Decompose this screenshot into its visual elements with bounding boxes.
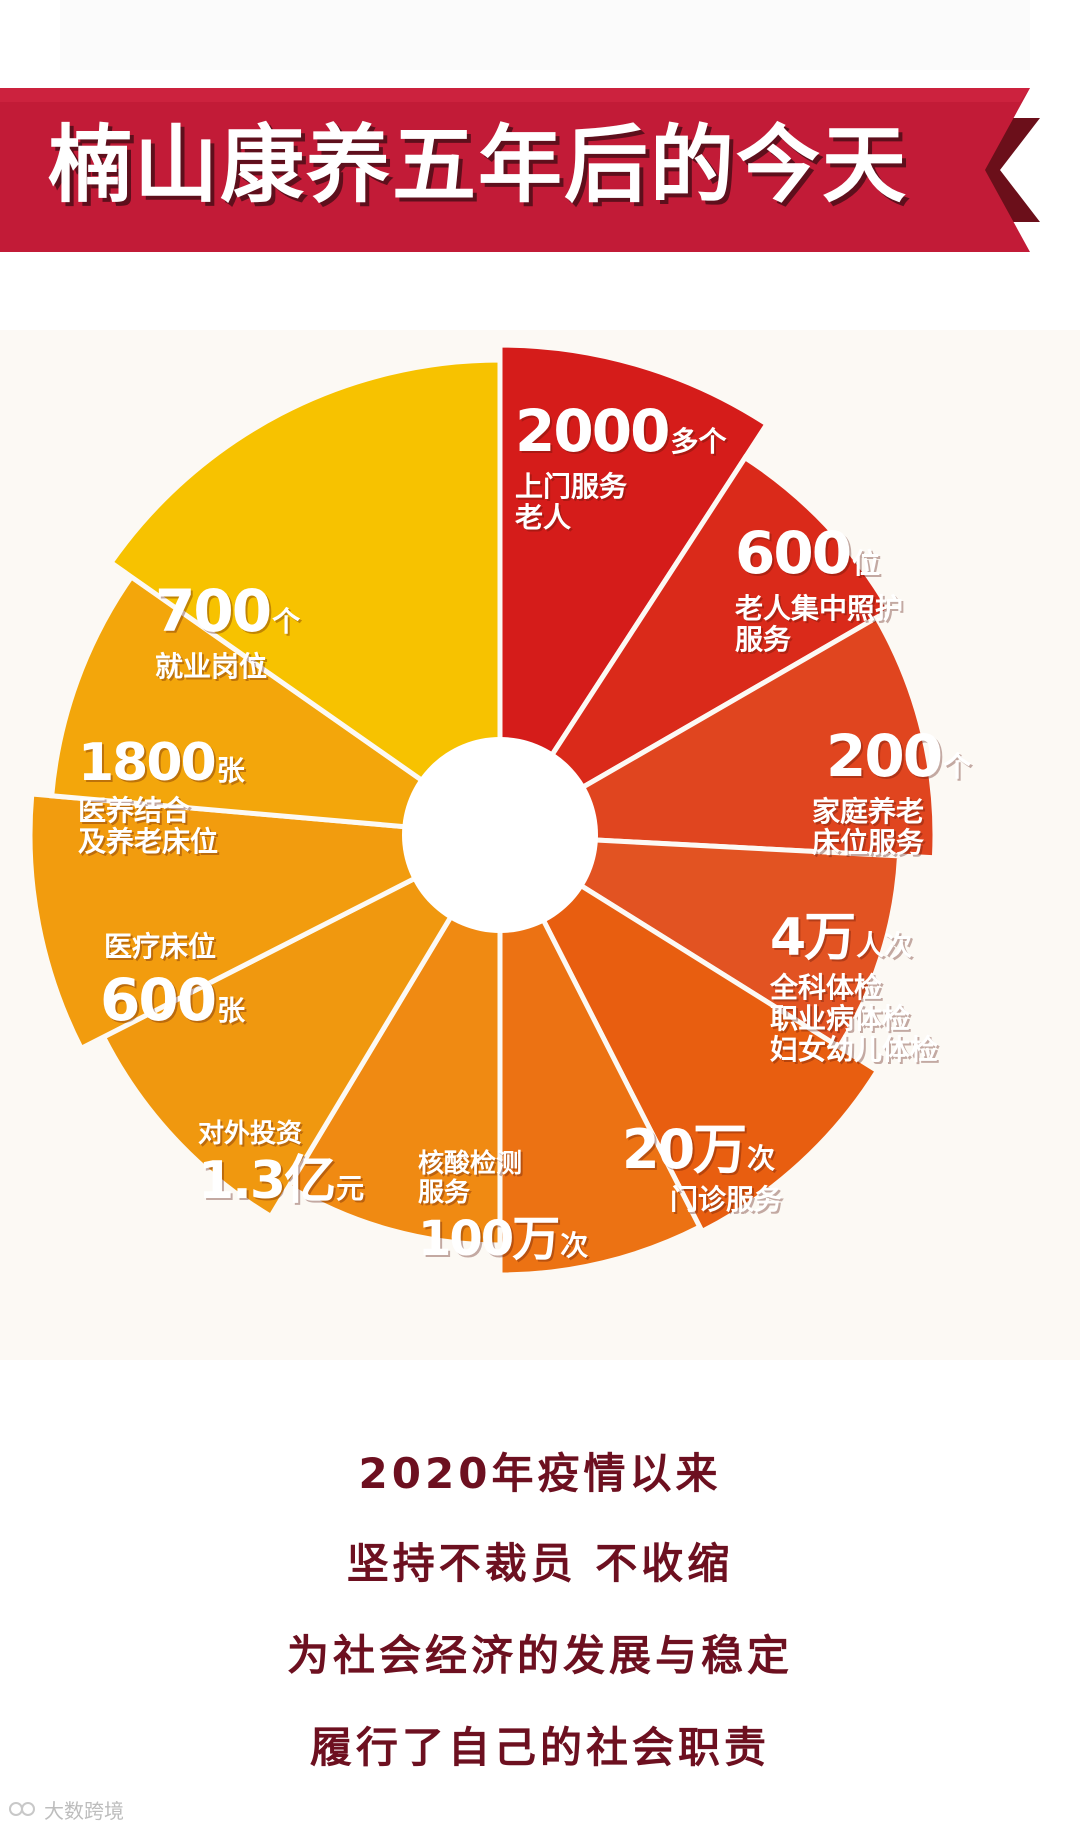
stat-label-line: 医养结合 <box>78 794 191 828</box>
stat-number: 600 <box>100 965 217 1034</box>
stat-label-line: 及养老床位 <box>78 824 219 858</box>
pie-slice-10 <box>107 357 503 840</box>
stat-unit: 张 <box>217 993 246 1027</box>
pie-slice-0 <box>497 342 771 844</box>
stat-label-line: 服务 <box>735 622 792 656</box>
stat-number: 100万 <box>418 1211 560 1268</box>
pie-slice-2 <box>491 614 938 861</box>
pie-center-hole <box>402 737 598 933</box>
watermark-text: 大数跨境 <box>44 1798 124 1823</box>
stat-home-care-beds: 200个 家庭养老 床位服务 <box>812 722 972 859</box>
stat-number: 20万 <box>622 1118 747 1181</box>
stat-number: 1800 <box>78 733 217 793</box>
stat-unit: 次 <box>560 1229 589 1263</box>
stat-number: 2000 <box>515 397 670 465</box>
watermark-logo-icon <box>9 1802 35 1816</box>
stat-label-line: 职业病体检 <box>770 1001 911 1035</box>
stat-label-line: 服务 <box>418 1177 471 1208</box>
stat-unit: 元 <box>336 1171 365 1205</box>
stat-label-line: 老人集中照护 <box>735 591 904 625</box>
stat-label-line: 医疗床位 <box>104 930 217 963</box>
page-title: 楠山康养五年后的今天 <box>48 116 909 214</box>
stat-number: 700 <box>155 577 272 645</box>
stat-label-line: 家庭养老 <box>812 794 925 828</box>
stat-number: 4万 <box>770 908 856 968</box>
stat-label-line: 门诊服务 <box>670 1183 783 1217</box>
title-banner <box>0 88 1040 252</box>
stat-elder-care-service: 600位 老人集中照护 服务 <box>735 519 904 656</box>
stat-label-line: 全科体检 <box>770 971 883 1005</box>
stat-number: 600 <box>735 519 852 587</box>
stat-unit: 张 <box>216 754 245 787</box>
stat-unit: 多个 <box>670 425 727 458</box>
stat-label-line: 老人 <box>515 500 572 534</box>
stat-external-investment: 对外投资 1.3亿元 <box>198 1120 364 1210</box>
stat-nucleic-acid-tests: 核酸检测 服务 100万次 <box>418 1150 588 1266</box>
pie-slice-3 <box>490 831 903 1051</box>
pie-slice-1 <box>497 454 894 838</box>
stat-label-line: 就业岗位 <box>155 649 268 683</box>
stat-unit: 位 <box>852 547 881 580</box>
watermark: 大数跨境 <box>8 1795 124 1823</box>
stat-label-line: 对外投资 <box>198 1119 303 1149</box>
stat-label-line: 妇女幼儿体检 <box>770 1032 939 1066</box>
stat-health-checkups: 4万人次 全科体检 职业病体检 妇女幼儿体检 <box>770 908 939 1066</box>
footer-line-2: 坚持不裁员 不收缩 <box>346 1539 734 1588</box>
stat-number: 200 <box>826 722 943 790</box>
footer-line-4: 履行了自己的社会职责 <box>309 1723 770 1772</box>
pie-slice-8 <box>27 791 509 1052</box>
top-strip <box>60 0 1030 70</box>
stat-label-line: 床位服务 <box>812 825 925 859</box>
stat-number: 1.3亿 <box>198 1150 336 1211</box>
stat-medical-elder-beds: 1800张 医养结合 及养老床位 <box>78 733 245 858</box>
stat-jobs: 700个 就业岗位 <box>155 577 301 683</box>
pie-slice-9 <box>48 573 510 839</box>
footer-line-1: 2020年疫情以来 <box>358 1449 722 1498</box>
footer-line-3: 为社会经济的发展与稳定 <box>286 1631 793 1680</box>
pie-slice-5 <box>497 833 704 1278</box>
stat-label-line: 上门服务 <box>515 469 628 503</box>
stat-unit: 人次 <box>856 929 913 962</box>
stat-unit: 个 <box>943 750 972 783</box>
pie-slice-6 <box>285 825 503 1248</box>
pie-slice-7 <box>100 828 507 1220</box>
stat-label-line: 核酸检测 <box>418 1149 523 1179</box>
stat-unit: 个 <box>272 605 301 638</box>
stat-home-visit-elders: 2000多个 上门服务 老人 <box>515 397 727 534</box>
stat-medical-beds: 医疗床位 600张 <box>100 930 246 1034</box>
stat-unit: 次 <box>747 1142 776 1175</box>
stat-outpatient-service: 20万次 门诊服务 <box>622 1120 782 1216</box>
pie-slice-4 <box>493 828 881 1235</box>
